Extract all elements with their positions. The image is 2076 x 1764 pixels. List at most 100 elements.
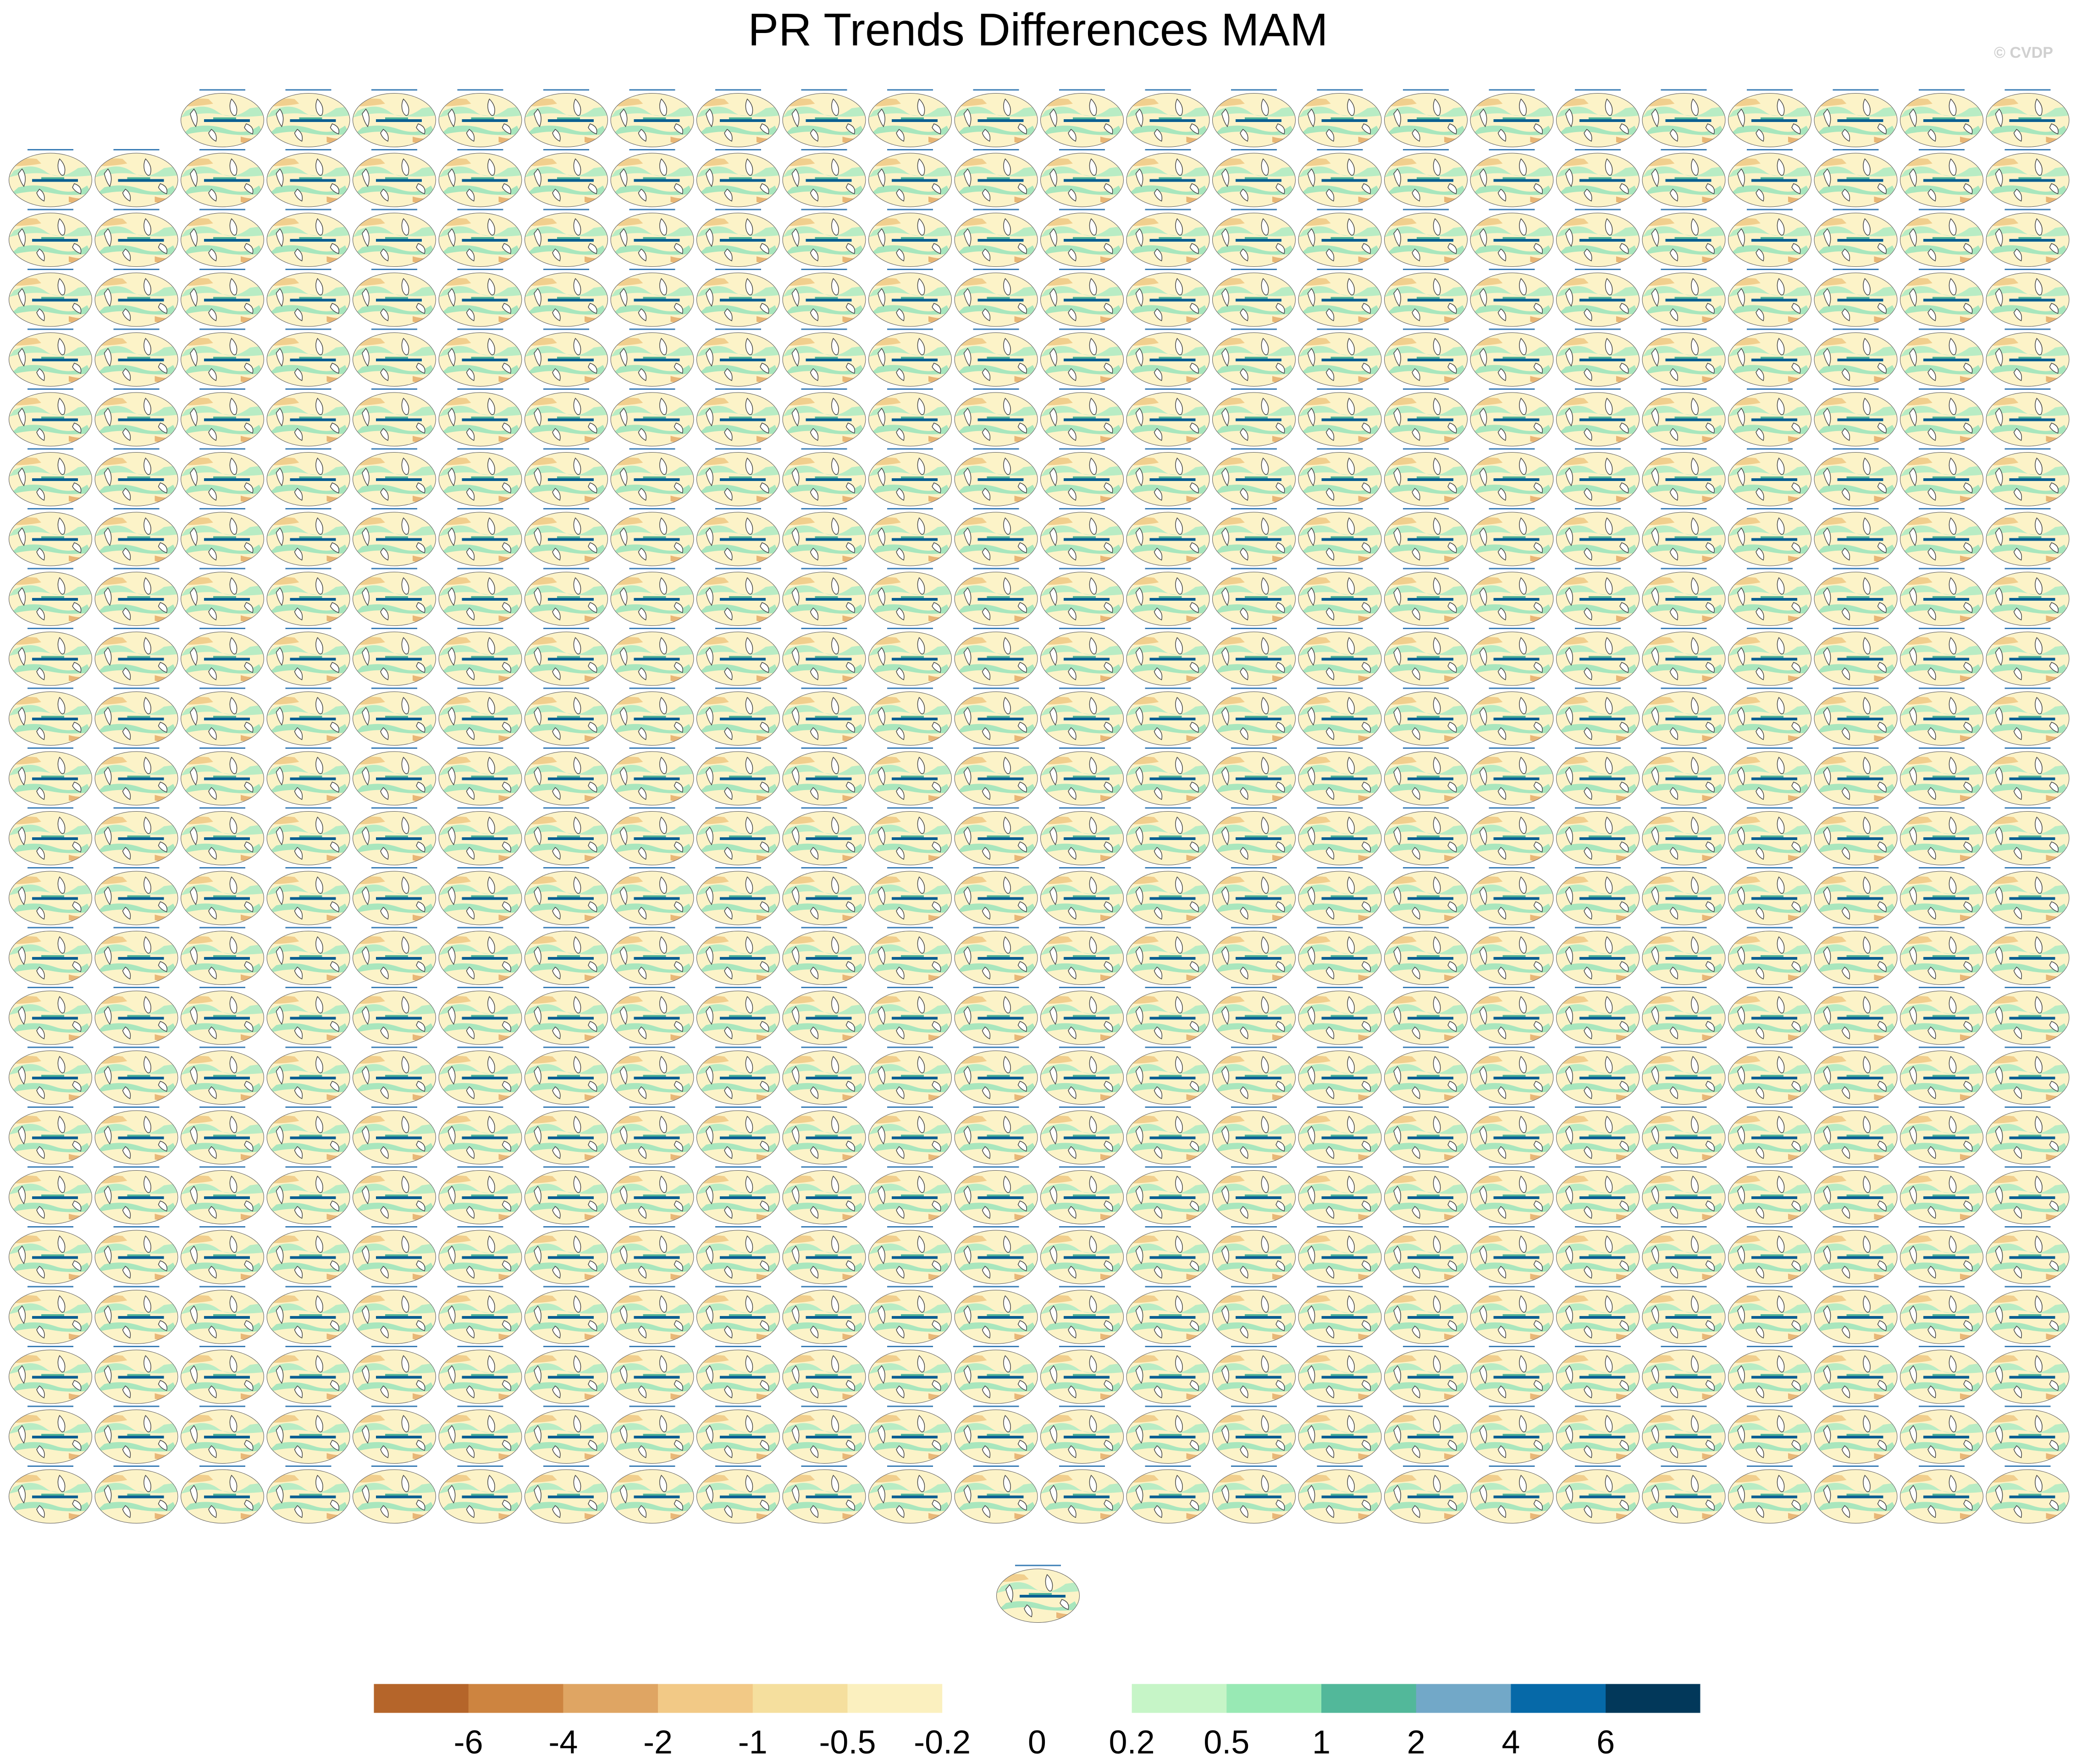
map-panel [869,629,951,686]
map-panel [1127,329,1209,386]
map-panel [439,688,522,745]
map-panel [1815,270,1897,326]
map-panel [1041,868,1123,925]
map-panel [1728,569,1811,625]
map-panel [611,1406,694,1463]
map-panel [1127,1466,1209,1523]
map-panel [1728,329,1811,386]
map-panel [1299,449,1381,506]
map-panel [1987,1227,2069,1284]
map-panel [869,748,951,805]
map-panel [1127,1167,1209,1224]
map-panel [1471,329,1553,386]
map-panel [1728,808,1811,865]
map-panel [1557,1287,1639,1344]
map-panel [611,1347,694,1404]
map-panel [955,449,1038,506]
map-panel [1643,449,1725,506]
map-panel [181,329,264,386]
map-panel [1815,808,1897,865]
map-panel [1299,1047,1381,1104]
map-panel [955,1466,1038,1523]
map-panel [1900,1406,1983,1463]
map-panel [1643,90,1725,147]
map-panel [1213,1167,1295,1224]
map-panel [1728,1227,1811,1284]
map-panel [181,1107,264,1164]
map-panel [697,688,779,745]
map-panel [95,988,178,1045]
map-panel [353,1406,436,1463]
map-panel [1643,1406,1725,1463]
map-panel [1728,1287,1811,1344]
map-panel [181,748,264,805]
map-panel [1471,928,1553,984]
map-panel [955,90,1038,147]
map-panel [1213,449,1295,506]
map-panel [267,389,350,446]
map-panel [1213,928,1295,984]
map-panel [95,748,178,805]
map-panel [1041,688,1123,745]
map-panel [1471,389,1553,446]
map-panel [955,808,1038,865]
map-panel [267,1167,350,1224]
map-panel [1557,150,1639,207]
map-panel [9,329,92,386]
map-panel [1127,90,1209,147]
map-panel [181,868,264,925]
map-panel [1987,629,2069,686]
map-panel [1987,509,2069,566]
map-panel [1987,988,2069,1045]
map-panel [525,748,607,805]
map-panel [1299,569,1381,625]
map-panel [955,928,1038,984]
map-panel [353,1347,436,1404]
map-panel [869,1406,951,1463]
map-panel [1815,868,1897,925]
map-panel [1213,1107,1295,1164]
map-panel [1643,748,1725,805]
map-panel [1987,748,2069,805]
map-panel [1213,1227,1295,1284]
map-panel [1557,1466,1639,1523]
map-panel [611,569,694,625]
map-panel [611,1227,694,1284]
map-panel [1643,808,1725,865]
map-panel [955,1107,1038,1164]
map-panel [353,928,436,984]
map-panel [869,90,951,147]
map-panel [1987,868,2069,925]
map-panel [869,688,951,745]
map-panel [697,1107,779,1164]
map-panel [267,1466,350,1523]
map-panel [783,270,866,326]
map-panel [1213,688,1295,745]
map-panel [439,509,522,566]
map-panel [1041,1287,1123,1344]
map-panel [267,1047,350,1104]
map-panel [9,1047,92,1104]
map-panel [611,928,694,984]
map-panel [1643,150,1725,207]
map-panel [1127,1406,1209,1463]
map-panel [267,868,350,925]
map-panel [611,1047,694,1104]
map-panel [1728,629,1811,686]
map-panel [955,1406,1038,1463]
map-panel [9,1287,92,1344]
map-panel [1385,808,1467,865]
map-panel [1987,569,2069,625]
map-panel [353,1227,436,1284]
map-panel [353,150,436,207]
map-panel [1900,509,1983,566]
map-panel [95,868,178,925]
map-panel [95,150,178,207]
map-panel [1471,90,1553,147]
map-panel [439,1347,522,1404]
map-panel [1299,928,1381,984]
map-panel [525,1347,607,1404]
map-panel [1557,748,1639,805]
map-panel [525,329,607,386]
map-panel [1213,988,1295,1045]
